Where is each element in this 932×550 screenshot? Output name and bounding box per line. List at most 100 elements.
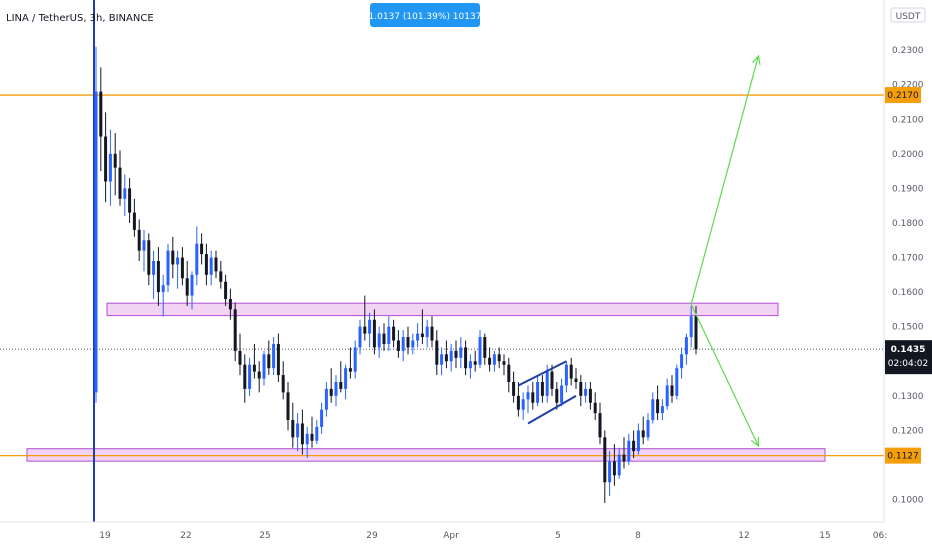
candle-body <box>636 430 640 452</box>
candle-body <box>435 340 439 365</box>
candle <box>224 274 228 306</box>
candle-body <box>632 440 636 452</box>
candle <box>108 129 112 206</box>
candle <box>593 392 597 421</box>
candle <box>185 261 189 306</box>
candle <box>262 350 266 386</box>
candle <box>113 133 117 196</box>
candle <box>171 236 175 279</box>
candle-body <box>224 281 228 300</box>
candle-body <box>180 257 184 279</box>
candle-body <box>478 337 482 365</box>
arrow-head <box>752 54 761 65</box>
candle-body <box>598 413 602 438</box>
symbol-title: LINA / TetherUS, 3h, BINANCE <box>6 13 154 24</box>
candle-body <box>411 340 415 348</box>
candle <box>680 347 684 379</box>
candle-body <box>641 430 645 438</box>
y-tick-label: 0.1700 <box>892 254 924 264</box>
level-price-tag: 0.2170 <box>885 87 921 104</box>
candle <box>152 250 156 300</box>
candle-body <box>584 388 588 396</box>
price-axis: 0.2300 0.2200 0.2100 0.2000 0.1900 0.1800 0.17… <box>0 0 924 523</box>
candle <box>257 361 261 393</box>
x-tick-label: 25 <box>259 531 270 541</box>
candle-body <box>296 423 300 438</box>
candle-body <box>113 153 117 168</box>
candle-body <box>161 285 165 293</box>
candle-body <box>694 316 698 350</box>
candle <box>488 347 492 372</box>
candle <box>684 333 688 365</box>
candle-body <box>555 388 559 403</box>
currency-selector-box[interactable] <box>890 7 926 23</box>
candle-body <box>588 388 592 403</box>
zone-rect <box>26 448 826 462</box>
candle <box>603 430 607 503</box>
candle <box>512 371 516 403</box>
candle-body <box>353 347 357 372</box>
candle-body <box>675 368 679 396</box>
flag-channel-lower <box>527 394 577 425</box>
candle-body <box>540 381 544 396</box>
candle <box>550 364 554 396</box>
candle <box>324 381 328 417</box>
candle <box>248 357 252 396</box>
candle-body <box>118 167 122 199</box>
candle-body <box>176 257 180 265</box>
candle-body <box>252 364 256 372</box>
candle-body <box>603 437 607 483</box>
candle-body <box>560 385 564 403</box>
candle <box>574 368 578 389</box>
candle <box>344 364 348 400</box>
annotations-layer <box>517 54 761 448</box>
candle-body <box>368 319 372 334</box>
current-price-tag: 0.1435 02:04:02 <box>885 340 932 375</box>
candle-body <box>689 316 693 338</box>
candle <box>320 402 324 434</box>
currency-selector[interactable]: USDT <box>890 7 926 23</box>
candle <box>99 67 103 172</box>
candle <box>665 378 669 410</box>
candle <box>454 340 458 369</box>
candle <box>646 413 650 441</box>
candle <box>238 333 242 376</box>
y-tick-label: 0.1600 <box>892 288 924 298</box>
candle <box>430 316 434 348</box>
candle-body <box>132 212 136 230</box>
candle <box>267 340 271 376</box>
candle <box>507 357 511 393</box>
candle <box>94 46 98 403</box>
candle-body <box>531 392 535 403</box>
level-price-tag-bg <box>885 87 921 104</box>
projection-arrow <box>690 303 760 448</box>
candle-body <box>152 261 156 275</box>
candle <box>358 319 362 355</box>
candle <box>464 340 468 376</box>
candle-body <box>348 368 352 372</box>
candle-body <box>440 354 444 365</box>
candle <box>560 378 564 407</box>
candle <box>675 364 679 400</box>
x-tick-label: Apr <box>443 531 459 541</box>
candle-body <box>248 364 252 389</box>
arrow-shaft <box>690 55 759 305</box>
candle <box>353 340 357 379</box>
candle-body <box>416 333 420 341</box>
candle-body <box>262 354 266 379</box>
candle <box>132 198 136 237</box>
candle <box>252 343 256 379</box>
candle <box>641 416 645 445</box>
candle <box>632 430 636 459</box>
candle-body <box>526 392 530 400</box>
candle-body <box>281 375 285 393</box>
candle <box>137 219 141 261</box>
candle <box>588 381 592 410</box>
horizontal-levels <box>0 94 884 457</box>
candle <box>579 375 583 407</box>
candle-body <box>392 326 396 341</box>
candle <box>377 326 381 358</box>
candle-body <box>344 368 348 389</box>
flag-channel-upper <box>517 360 567 387</box>
